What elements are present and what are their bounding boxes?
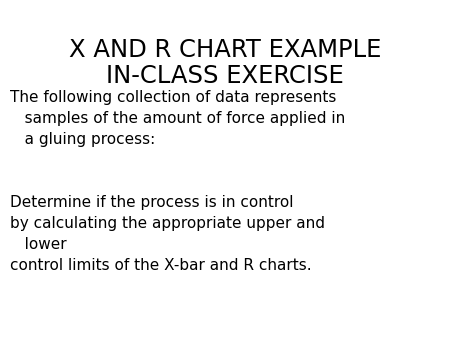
Text: IN-CLASS EXERCISE: IN-CLASS EXERCISE	[106, 64, 344, 88]
Text: X AND R CHART EXAMPLE: X AND R CHART EXAMPLE	[69, 38, 381, 62]
Text: The following collection of data represents
   samples of the amount of force ap: The following collection of data represe…	[10, 90, 345, 273]
